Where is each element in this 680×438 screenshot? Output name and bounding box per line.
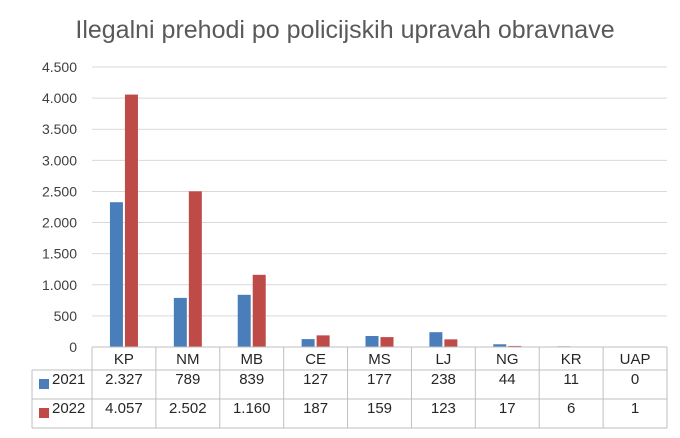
table-cell-value: 17 [499, 400, 516, 417]
bar-2022-MS [380, 337, 394, 347]
bars [109, 94, 650, 347]
table-cell-value: 1 [631, 400, 639, 417]
category-label: MS [368, 351, 391, 368]
table-cell-value: 187 [303, 400, 328, 417]
category-label: NG [496, 351, 519, 368]
bar-2021-KP [109, 202, 123, 347]
bar-2022-CE [316, 335, 330, 347]
data-table: KP NM MB CE MS LJ NG KR UAP 2021 2.327 789 839 127 177… [31, 346, 668, 429]
y-tick-label: 1.000 [42, 277, 77, 293]
legend-label: 2021 [52, 371, 85, 388]
category-label: CE [305, 351, 326, 368]
table-cell-value: 159 [367, 400, 392, 417]
category-label: UAP [620, 351, 651, 368]
table-cell-value: 0 [631, 371, 639, 388]
y-tick-label: 3.500 [42, 121, 77, 137]
y-tick-label: 4.000 [42, 90, 77, 106]
chart-title: Ilegalni prehodi po policijskih upravah … [75, 16, 614, 44]
bar-2021-NM [173, 297, 187, 347]
table-cell-value: 4.057 [105, 400, 143, 417]
bar-2021-LJ [429, 332, 443, 347]
y-tick-label: 2.000 [42, 215, 77, 231]
table-cell-value: 44 [499, 371, 516, 388]
y-tick-label: 0 [69, 339, 77, 355]
y-tick-label: 2.500 [42, 183, 77, 199]
table-cell-value: 2.502 [169, 400, 207, 417]
category-label: KP [114, 351, 134, 368]
y-tick-label: 4.500 [42, 59, 77, 75]
table-cell-value: 6 [567, 400, 575, 417]
category-label: KR [561, 351, 582, 368]
table-cell-value: 127 [303, 371, 328, 388]
table-cell-value: 2.327 [105, 371, 143, 388]
legend-label: 2022 [52, 400, 85, 417]
legend-swatch-2021 [39, 379, 49, 389]
table-cell-value: 11 [563, 371, 579, 388]
y-tick-label: 3.000 [42, 152, 77, 168]
table-cell-value: 1.160 [233, 400, 271, 417]
category-label: NM [176, 351, 199, 368]
table-cell-value: 238 [431, 371, 456, 388]
bar-2021-NG [493, 344, 507, 347]
bar-2022-KP [124, 94, 138, 347]
table-cell-value: 839 [239, 371, 264, 388]
bar-2022-NG [508, 345, 522, 347]
category-label: LJ [435, 351, 451, 368]
y-tick-label: 1.500 [42, 246, 77, 262]
bar-2021-MS [365, 335, 379, 347]
bar-2022-LJ [444, 339, 458, 347]
table-cell-value: 789 [175, 371, 200, 388]
table-cell-value: 177 [367, 371, 392, 388]
bar-2021-CE [301, 339, 315, 347]
table-cell-value: 123 [431, 400, 456, 417]
bar-2022-MB [252, 274, 266, 347]
bar-2021-MB [237, 294, 251, 347]
y-axis-tick-labels: 0 500 1.000 1.500 2.000 2.500 3.000 3.500 4.000 4… [42, 59, 77, 355]
category-label: MB [240, 351, 263, 368]
y-tick-label: 500 [54, 308, 78, 324]
legend-swatch-2022 [39, 408, 49, 418]
bar-2022-NM [188, 191, 202, 347]
gridlines [92, 66, 667, 317]
